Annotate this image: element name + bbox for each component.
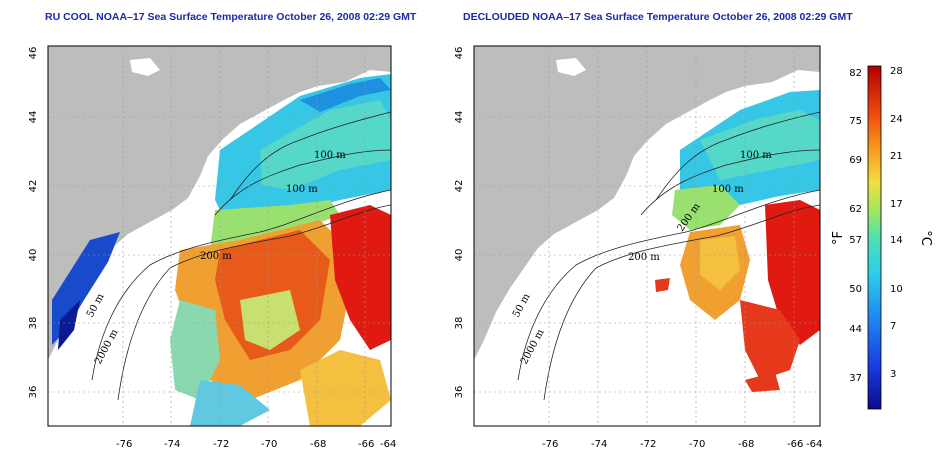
y-tick-label: 46 xyxy=(28,47,39,60)
x-tick-label: -74 xyxy=(164,439,180,450)
fahrenheit-tick: 44 xyxy=(849,324,862,335)
fahrenheit-tick: 75 xyxy=(849,116,862,127)
contour-label: 100 m xyxy=(314,150,346,161)
left-sst-field xyxy=(48,46,391,426)
y-tick-label: 40 xyxy=(454,249,465,262)
x-tick-label: -70 xyxy=(261,439,277,450)
x-tick-label: -76 xyxy=(116,439,132,450)
contour-label: 200 m xyxy=(628,252,660,263)
y-tick-label: 42 xyxy=(28,180,39,193)
y-tick-label: 38 xyxy=(28,317,39,330)
x-tick-label: -66 xyxy=(358,439,374,450)
left-y-axis: 46 44 42 40 38 36 xyxy=(28,47,39,399)
y-tick-label: 36 xyxy=(28,386,39,399)
celsius-unit-label: °C xyxy=(918,230,933,246)
x-tick-label: -76 xyxy=(542,439,558,450)
y-tick-label: 40 xyxy=(28,249,39,262)
x-tick-label: -70 xyxy=(689,439,705,450)
x-tick-label: -68 xyxy=(310,439,326,450)
land-mass xyxy=(474,46,820,360)
land-mass xyxy=(48,46,391,360)
celsius-tick: 24 xyxy=(890,114,903,125)
colorbar-fahrenheit-ticks: 82 75 69 62 57 50 44 37 xyxy=(849,68,862,384)
fahrenheit-unit-label: °F xyxy=(831,231,846,245)
celsius-tick: 17 xyxy=(890,199,903,210)
right-x-axis: -76 -74 -72 -70 -68 -66 -64 xyxy=(542,439,822,450)
right-map-frame xyxy=(473,45,821,427)
x-tick-label: -68 xyxy=(738,439,754,450)
right-map-title: DECLOUDED NOAA–17 Sea Surface Temperatur… xyxy=(463,11,853,23)
y-tick-label: 42 xyxy=(454,180,465,193)
x-tick-label: -64 xyxy=(380,439,396,450)
x-tick-label: -64 xyxy=(806,439,822,450)
y-tick-label: 46 xyxy=(454,47,465,60)
fahrenheit-tick: 62 xyxy=(849,204,862,215)
x-tick-label: -72 xyxy=(213,439,229,450)
contour-label: 200 m xyxy=(200,251,232,262)
celsius-tick: 28 xyxy=(890,66,903,77)
y-tick-label: 38 xyxy=(454,317,465,330)
fahrenheit-tick: 82 xyxy=(849,68,862,79)
celsius-tick: 14 xyxy=(890,235,903,246)
right-y-axis: 46 44 42 40 38 36 xyxy=(454,47,465,399)
left-map-frame xyxy=(47,45,392,427)
x-tick-label: -72 xyxy=(640,439,656,450)
x-tick-label: -66 xyxy=(787,439,803,450)
y-tick-label: 44 xyxy=(28,111,39,124)
x-tick-label: -74 xyxy=(591,439,607,450)
left-bathymetry-contours xyxy=(91,111,391,401)
fahrenheit-tick: 50 xyxy=(849,284,862,295)
y-tick-label: 44 xyxy=(454,111,465,124)
fahrenheit-tick: 69 xyxy=(849,155,862,166)
contour-label: 100 m xyxy=(712,184,744,195)
celsius-tick: 21 xyxy=(890,151,903,162)
colorbar-celsius-ticks: 28 24 21 17 14 10 7 3 xyxy=(890,66,903,380)
fahrenheit-tick: 57 xyxy=(849,235,862,246)
left-x-axis: -76 -74 -72 -70 -68 -66 -64 xyxy=(116,439,396,450)
y-tick-label: 36 xyxy=(454,386,465,399)
fahrenheit-tick: 37 xyxy=(849,373,862,384)
celsius-tick: 3 xyxy=(890,369,896,380)
colorbar xyxy=(867,65,882,410)
left-map-title: RU COOL NOAA–17 Sea Surface Temperature … xyxy=(45,11,417,23)
celsius-tick: 10 xyxy=(890,284,903,295)
contour-label: 100 m xyxy=(286,184,318,195)
left-graticule xyxy=(48,46,391,426)
celsius-tick: 7 xyxy=(890,321,896,332)
right-graticule xyxy=(474,46,820,426)
contour-label: 100 m xyxy=(740,150,772,161)
right-bathymetry-contours xyxy=(517,111,820,401)
